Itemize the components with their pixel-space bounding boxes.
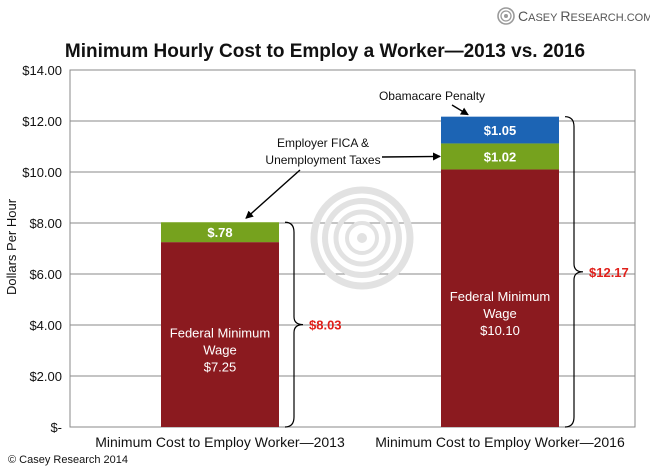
bar-segment-2-1 [441, 116, 559, 144]
segment-text-label: $7.25 [204, 360, 237, 375]
annotation-obamacare: Obamacare Penalty [379, 89, 485, 103]
bar-segment-1-1 [441, 143, 559, 170]
copyright-text: © Casey Research 2014 [8, 454, 128, 466]
chart-title: Minimum Hourly Cost to Employ a Worker—2… [65, 41, 585, 62]
plot-frame [69, 69, 636, 428]
segment-text-label: Wage [203, 343, 236, 358]
total-value-label: $12.17 [589, 265, 629, 280]
annotation-fica-line2: Unemployment Taxes [265, 153, 380, 167]
plot-area: $- $2.00 $4.00 $6.00 $8.00 $10.00 $12.00 $14.00… [22, 63, 636, 450]
bar-segment-1-0 [161, 222, 279, 243]
segment-text-label: $10.10 [480, 323, 520, 338]
bar-segment-0-0 [161, 242, 279, 427]
total-brace [564, 116, 584, 428]
watermark-ring [310, 186, 414, 290]
annotation-fica-line1: Employer FICA & [277, 136, 369, 150]
y-axis-label: Dollars Per Hour [4, 198, 19, 295]
y-tick-label: $12.00 [22, 114, 62, 129]
x-category-label: Minimum Cost to Employ Worker—2013 [95, 434, 345, 450]
watermark-ring [333, 209, 391, 267]
y-tick-label: $4.00 [29, 318, 62, 333]
casey-research-logo: CASEY RESEARCH.COM [497, 7, 650, 25]
y-tick-label: $10.00 [22, 165, 62, 180]
y-tick-label: $2.00 [29, 369, 62, 384]
bar-segment-0-1 [441, 169, 559, 427]
total-value-label: $8.03 [309, 318, 342, 333]
y-tick-label: $14.00 [22, 63, 62, 78]
logo-text: CASEY RESEARCH.COM [518, 8, 650, 24]
y-tick-label: $- [50, 420, 62, 435]
segment-text-label: Wage [483, 306, 516, 321]
y-tick-label: $8.00 [29, 216, 62, 231]
segment-value-label: $1.05 [484, 123, 517, 138]
watermark-ring [345, 221, 379, 255]
watermark-center [357, 233, 367, 243]
segment-value-label: $1.02 [484, 149, 517, 164]
segment-text-label: Federal Minimum [170, 326, 270, 341]
segment-value-label: $.78 [207, 225, 232, 240]
segment-text-label: Federal Minimum [450, 289, 550, 304]
watermark-ring [322, 198, 402, 278]
y-tick-label: $6.00 [29, 267, 62, 282]
annotation-arrow [381, 152, 441, 161]
total-brace [284, 221, 304, 428]
x-category-label: Minimum Cost to Employ Worker—2016 [375, 434, 625, 450]
annotation-arrow [245, 169, 301, 219]
annotation-arrow [451, 104, 469, 116]
